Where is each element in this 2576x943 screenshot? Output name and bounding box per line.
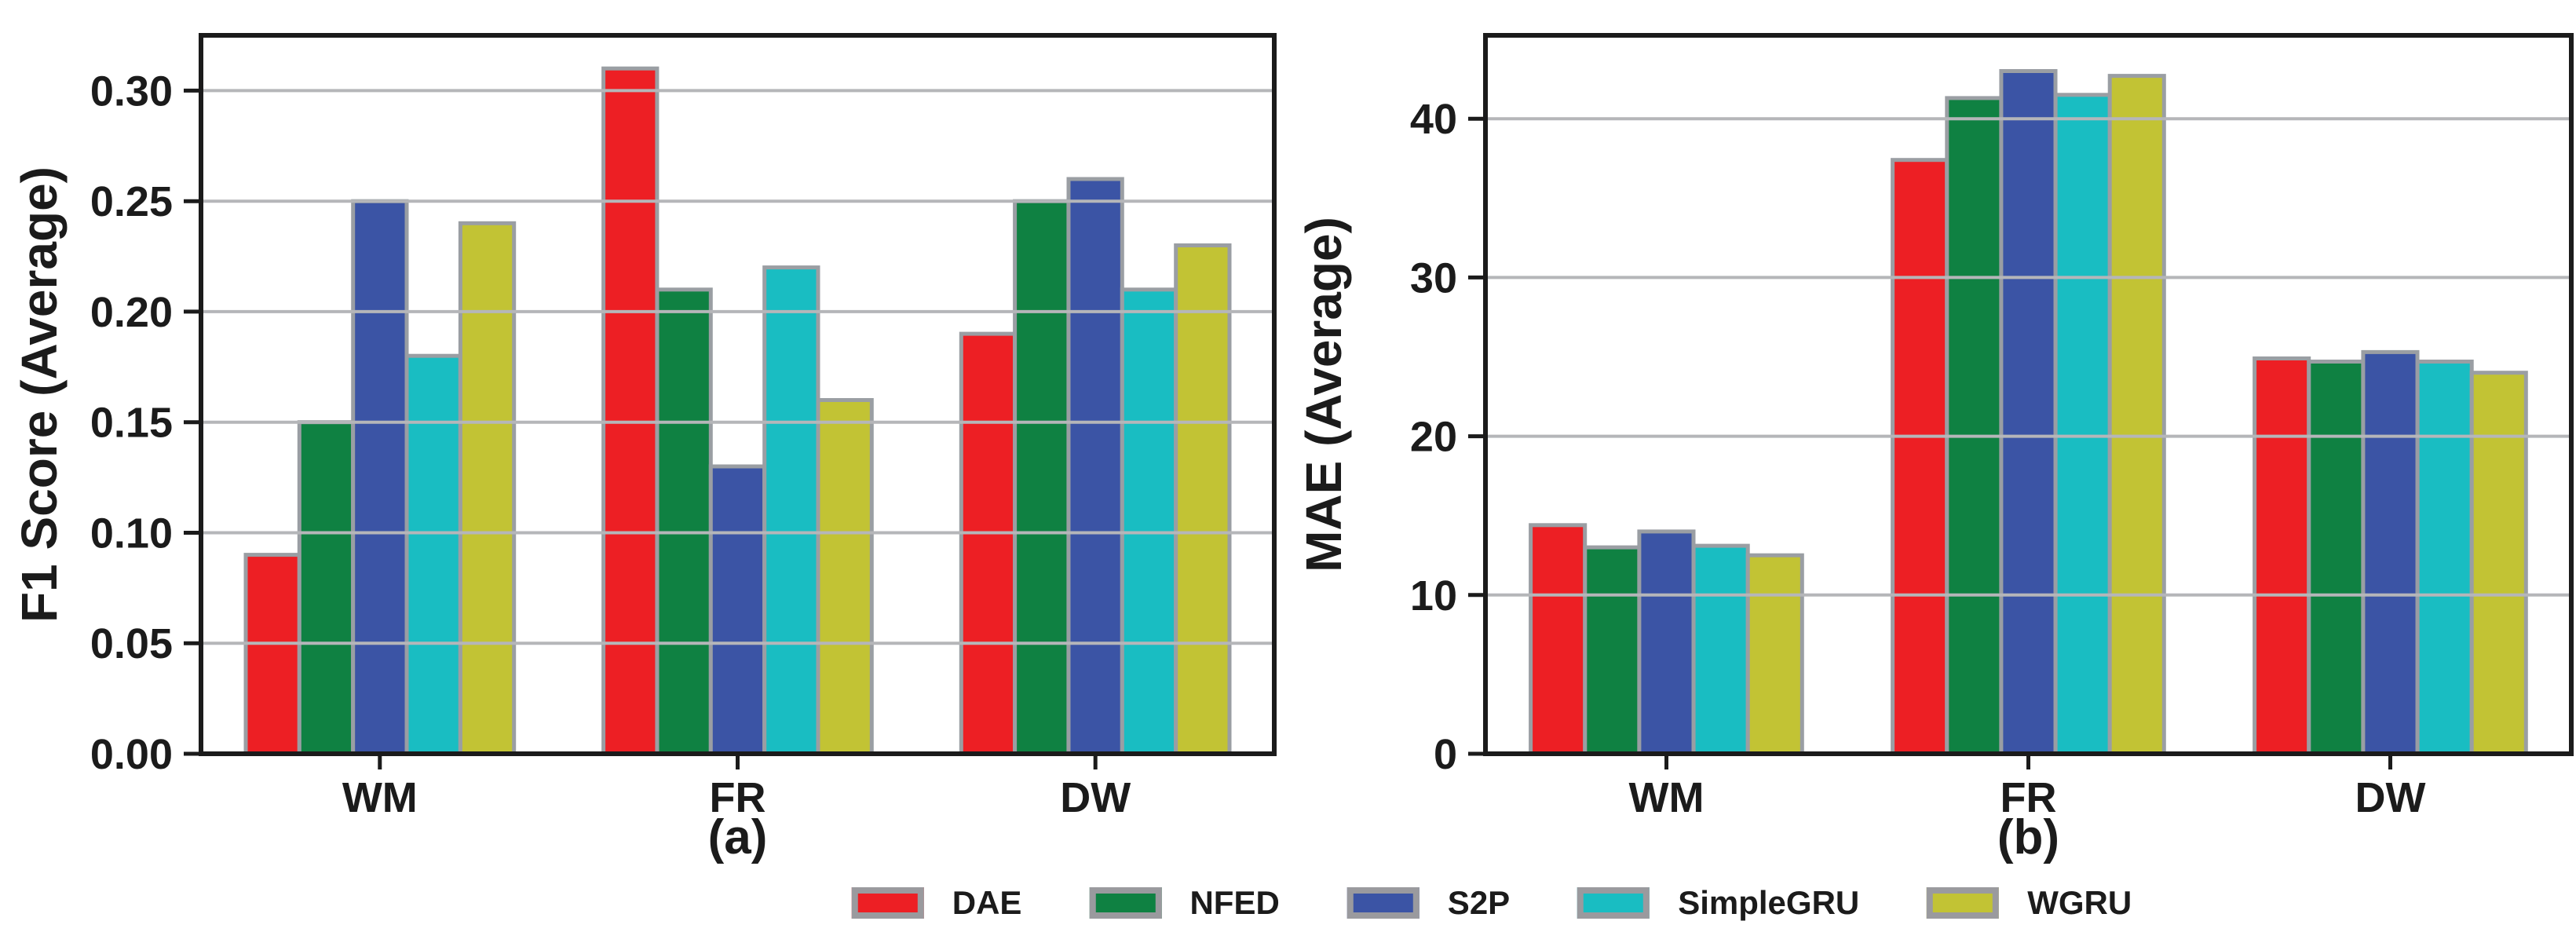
- svg-text:0.20: 0.20: [90, 289, 173, 336]
- svg-text:DW: DW: [2355, 774, 2426, 821]
- svg-text:MAE (Average): MAE (Average): [1295, 217, 1352, 572]
- legend-swatch-s2p: [1346, 887, 1420, 919]
- svg-text:0.30: 0.30: [90, 68, 173, 115]
- svg-text:0.25: 0.25: [90, 178, 173, 225]
- legend: DAE NFED S2P SimpleGRU WGRU: [851, 884, 2132, 922]
- svg-text:30: 30: [1410, 254, 1457, 302]
- svg-text:F1 Score (Average): F1 Score (Average): [11, 166, 68, 623]
- legend-swatch-dae: [851, 887, 924, 919]
- svg-text:FR: FR: [710, 774, 766, 821]
- legend-label-simplegru: SimpleGRU: [1678, 884, 1860, 921]
- legend-label-nfed: NFED: [1189, 884, 1280, 921]
- legend-item-wgru: WGRU: [1927, 884, 2132, 922]
- legend-label-dae: DAE: [952, 884, 1022, 921]
- svg-text:40: 40: [1410, 96, 1457, 143]
- legend-swatch-simplegru: [1577, 887, 1650, 919]
- legend-item-simplegru: SimpleGRU: [1577, 884, 1859, 922]
- svg-text:FR: FR: [2001, 774, 2057, 821]
- legend-swatch-nfed: [1089, 887, 1162, 919]
- svg-text:DW: DW: [1060, 774, 1131, 821]
- panel-b-caption: (b): [1997, 810, 2060, 864]
- legend-swatch-wgru: [1927, 887, 2000, 919]
- svg-text:0: 0: [1434, 731, 1457, 778]
- chart-panel-a: 0.00 0.05 0.10 0.15 0.20 0.25 0.30 WM FR DW F1 Sco…: [11, 33, 1277, 821]
- svg-text:WM: WM: [1629, 774, 1705, 821]
- svg-text:0.10: 0.10: [90, 510, 173, 557]
- chart-panel-b: 0 10 20 30 40 WM FR DW MAE (Average): [1295, 33, 2574, 821]
- legend-item-s2p: S2P: [1346, 884, 1511, 922]
- svg-text:0.00: 0.00: [90, 731, 173, 778]
- legend-label-wgru: WGRU: [2027, 884, 2132, 921]
- svg-text:0.05: 0.05: [90, 620, 173, 667]
- panel-a-caption: (a): [707, 810, 768, 864]
- legend-label-s2p: S2P: [1447, 884, 1511, 921]
- legend-item-dae: DAE: [851, 884, 1022, 922]
- legend-item-nfed: NFED: [1089, 884, 1280, 922]
- svg-text:WM: WM: [342, 774, 418, 821]
- svg-text:10: 10: [1410, 572, 1457, 620]
- svg-text:0.15: 0.15: [90, 400, 173, 447]
- svg-text:20: 20: [1410, 414, 1457, 461]
